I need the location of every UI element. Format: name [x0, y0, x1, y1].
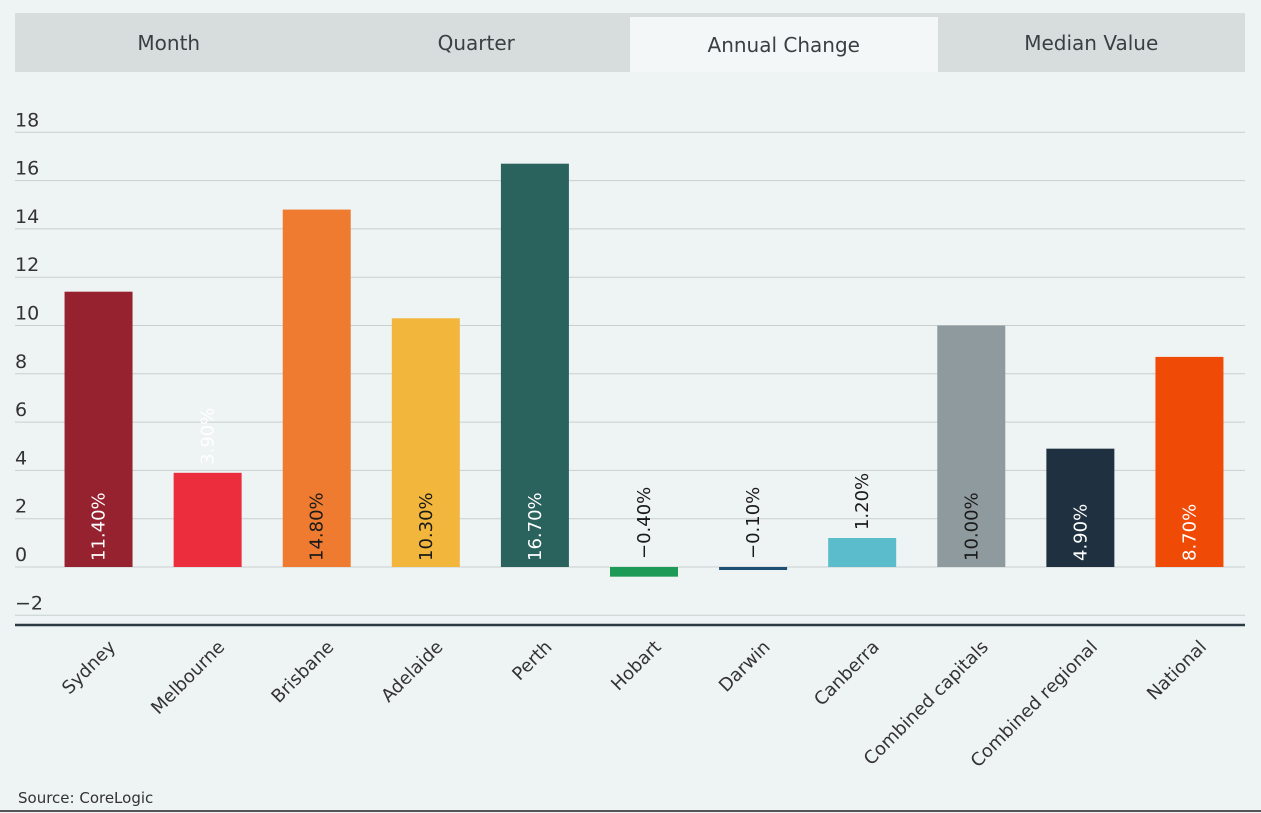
data-label: 1.20% — [852, 473, 873, 530]
data-label: 10.30% — [416, 492, 437, 561]
tab-bar: Month Quarter Annual Change Median Value — [15, 13, 1245, 72]
data-label: 4.90% — [1070, 504, 1091, 561]
data-label: 11.40% — [89, 492, 110, 561]
data-label: 16.70% — [525, 492, 546, 561]
tab-month[interactable]: Month — [137, 30, 201, 55]
bar — [937, 325, 1006, 567]
tab-quarter[interactable]: Quarter — [437, 30, 515, 55]
x-tick-label: Perth — [508, 637, 556, 685]
data-label: 3.90% — [198, 408, 219, 465]
x-tick-label: Darwin — [715, 637, 775, 697]
bar — [1046, 448, 1115, 567]
y-tick-label: 10 — [15, 303, 39, 325]
y-tick-label: 8 — [15, 351, 27, 373]
x-tick-label: Hobart — [607, 637, 665, 695]
bar — [282, 209, 351, 567]
data-label: −0.40% — [634, 487, 655, 559]
bar — [719, 567, 788, 570]
bar — [828, 538, 897, 567]
bottom-divider — [0, 810, 1261, 812]
tab-median-value[interactable]: Median Value — [1024, 30, 1159, 55]
y-tick-label: 6 — [15, 399, 27, 421]
x-tick-label: Melbourne — [147, 637, 229, 719]
y-tick-label: 16 — [15, 158, 39, 180]
bar — [391, 318, 460, 567]
x-tick-label: National — [1143, 637, 1211, 705]
y-tick-label: 2 — [15, 496, 27, 518]
x-tick-label: Adelaide — [377, 637, 447, 707]
data-label: 8.70% — [1179, 504, 1200, 561]
source-note: Source: CoreLogic — [18, 789, 154, 807]
x-tick-label: Brisbane — [267, 637, 338, 708]
bar — [64, 291, 133, 567]
y-tick-label: 18 — [15, 109, 39, 131]
bar — [610, 567, 678, 577]
data-label: 14.80% — [307, 492, 328, 561]
y-tick-label: 12 — [15, 254, 39, 276]
bar — [173, 472, 242, 567]
y-tick-label: 0 — [15, 544, 27, 566]
bar — [500, 163, 569, 567]
y-tick-label: −2 — [15, 592, 43, 614]
data-label: 10.00% — [961, 492, 982, 561]
x-tick-label: Canberra — [810, 637, 884, 711]
bar — [1155, 356, 1224, 567]
x-tick-label: Sydney — [58, 636, 120, 698]
y-tick-label: 14 — [15, 206, 39, 228]
tab-annual-change[interactable]: Annual Change — [630, 17, 938, 72]
y-tick-label: 4 — [15, 447, 27, 469]
data-label: −0.10% — [743, 487, 764, 559]
